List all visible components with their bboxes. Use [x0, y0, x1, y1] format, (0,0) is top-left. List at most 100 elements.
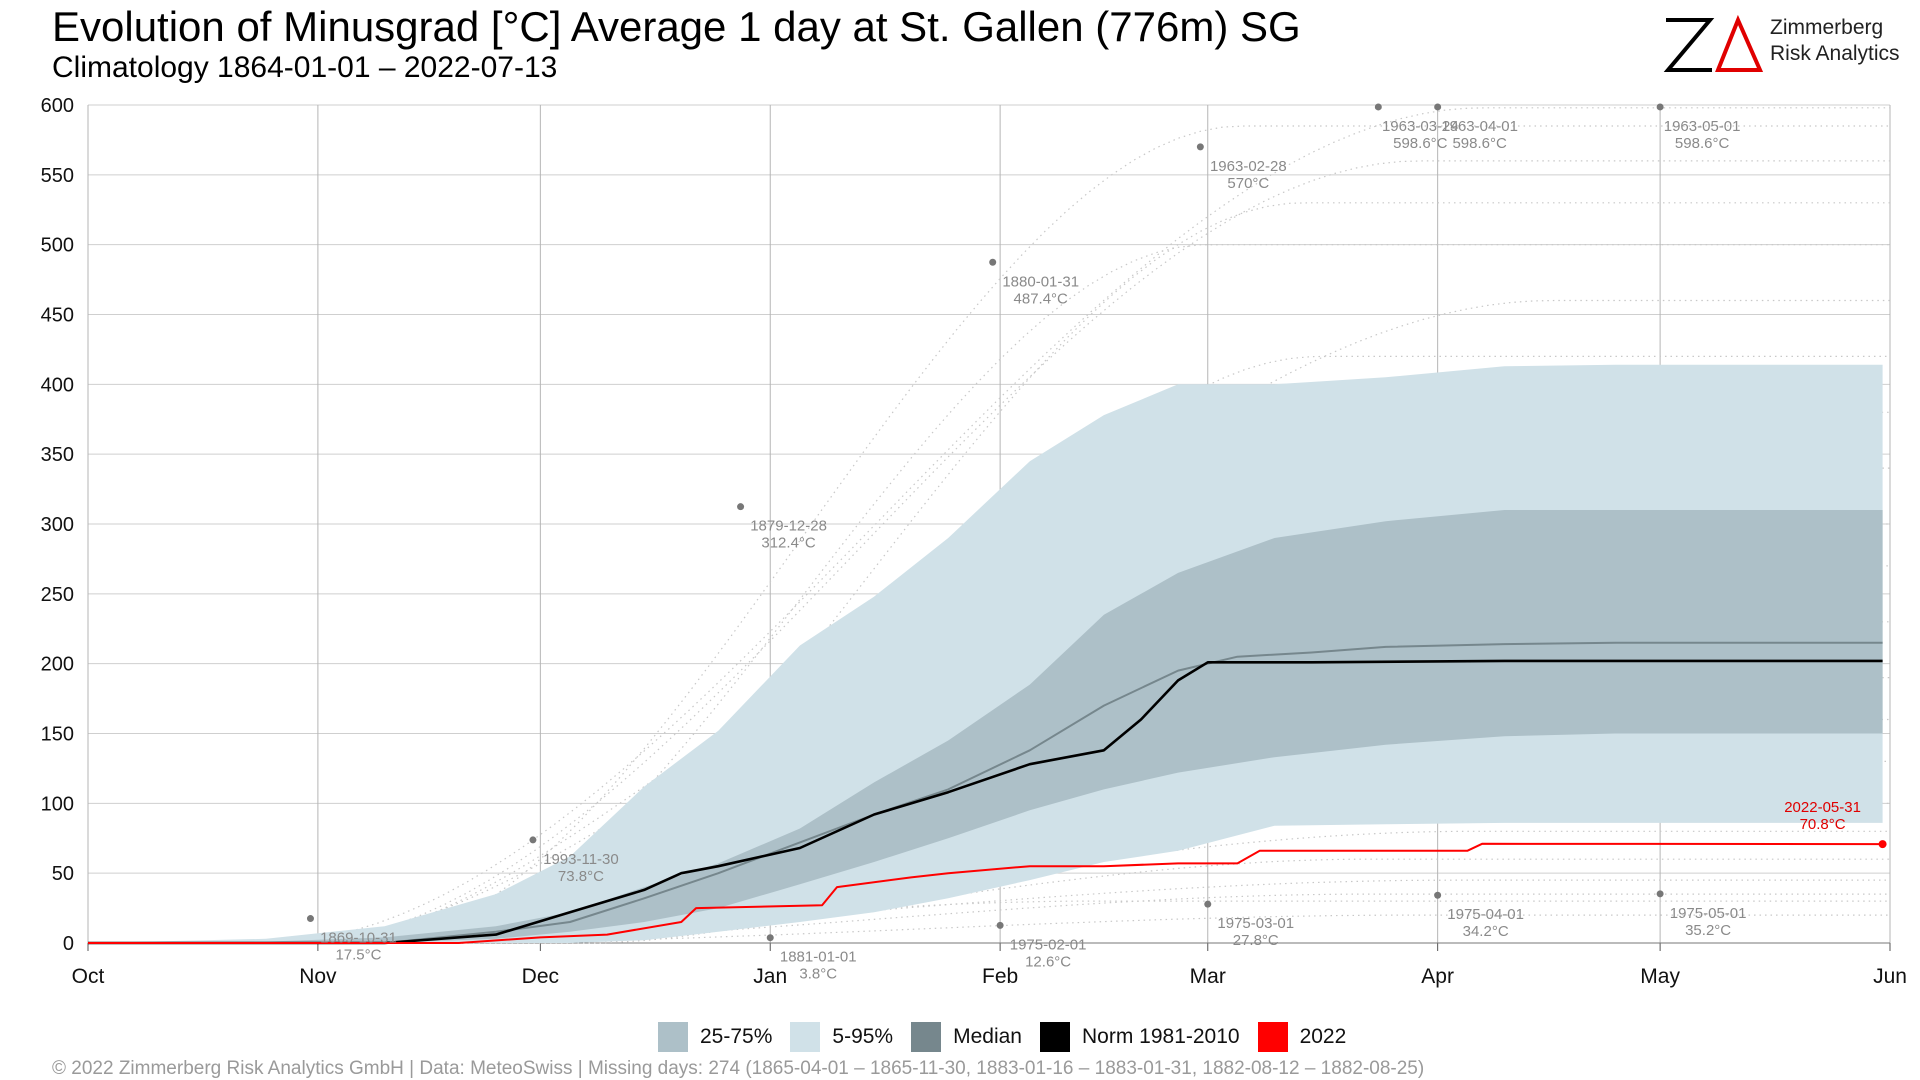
annotation-date: 1975-04-01	[1447, 906, 1524, 923]
annotation-value: 34.2°C	[1463, 923, 1509, 940]
annotation-value: 73.8°C	[558, 868, 604, 885]
annotation-value: 598.6°C	[1393, 135, 1448, 152]
band-25-75-	[88, 510, 1883, 943]
annotation-point	[529, 836, 537, 844]
annotation-value: 3.8°C	[799, 966, 837, 983]
x-tick-label: Jan	[753, 965, 787, 988]
annotation-point	[989, 258, 997, 266]
y-tick-label: 300	[41, 514, 74, 536]
legend-label: 2022	[1299, 1025, 1347, 1048]
annotation-date: 1975-03-01	[1217, 915, 1294, 932]
y-tick-label: 0	[63, 933, 74, 955]
annotation-value: 70.8°C	[1800, 816, 1846, 833]
annotation-value: 598.6°C	[1452, 135, 1507, 152]
annotation-value: 487.4°C	[1014, 290, 1069, 307]
x-tick-label: Nov	[299, 965, 337, 988]
annotation-point	[766, 934, 774, 942]
y-tick-label: 250	[41, 584, 74, 606]
logo-mark-icon	[1663, 14, 1764, 72]
annotation-date: 1963-02-28	[1210, 158, 1287, 175]
annotation-date: 1963-04-01	[1441, 118, 1518, 135]
annotation-date: 1880-01-31	[1002, 273, 1079, 290]
historical-year-line	[88, 107, 1890, 944]
legend-swatch	[790, 1022, 821, 1052]
annotation-date: 1963-05-01	[1664, 118, 1741, 135]
legend-label: Median	[953, 1025, 1022, 1048]
annotation-date: 2022-05-31	[1784, 799, 1861, 816]
annotation-date: 1963-03-24	[1382, 118, 1459, 135]
legend-swatch	[658, 1022, 688, 1052]
legend-swatch	[911, 1022, 942, 1052]
legend-item: Norm 1981-2010	[1039, 1022, 1240, 1052]
annotation-date: 1881-01-01	[780, 949, 857, 966]
logo-text-line2: Risk Analytics	[1770, 42, 1900, 65]
annotation-date: 1879-12-28	[750, 518, 827, 535]
legend-label: Norm 1981-2010	[1081, 1025, 1240, 1048]
y-tick-label: 600	[41, 95, 74, 117]
legend-label: 25-75%	[700, 1025, 773, 1048]
annotation-value: 312.4°C	[761, 535, 816, 552]
x-tick-label: Dec	[522, 965, 559, 988]
annotation-value: 27.8°C	[1233, 932, 1279, 949]
annotation-value: 12.6°C	[1025, 953, 1071, 970]
historical-year-line	[88, 893, 1890, 944]
y-tick-label: 200	[41, 654, 74, 676]
historical-year-line	[88, 900, 1890, 944]
x-tick-label: Oct	[72, 965, 105, 988]
x-tick-label: Mar	[1190, 965, 1226, 988]
legend-item: 2022	[1257, 1022, 1347, 1052]
annotation-value: 17.5°C	[335, 947, 381, 964]
historical-year-line	[88, 879, 1890, 944]
band-5-95-	[88, 364, 1883, 943]
logo-text-line1: Zimmerberg	[1770, 16, 1884, 39]
y-tick-label: 450	[41, 305, 74, 327]
annotation-point	[306, 915, 314, 923]
annotation-date: 1975-05-01	[1670, 905, 1747, 922]
annotation-point	[1374, 103, 1382, 111]
annotation-value: 570°C	[1227, 175, 1269, 192]
y-tick-label: 350	[41, 444, 74, 466]
x-tick-label: Apr	[1421, 965, 1454, 988]
y-tick-label: 500	[41, 235, 74, 257]
historical-year-line	[88, 914, 1890, 944]
legend-swatch	[1039, 1022, 1070, 1052]
annotation-point	[1656, 103, 1664, 111]
annotation-date: 1869-10-31	[320, 930, 397, 947]
y-tick-label: 100	[41, 793, 74, 815]
y-tick-label: 50	[52, 863, 74, 885]
annotation-value: 598.6°C	[1675, 135, 1730, 152]
historical-year-line	[88, 125, 1890, 944]
annotation-point	[1878, 840, 1887, 849]
chart-plot: 0 50 100 150 200 250 300 350 400 450 500 550 600 Oct N…	[41, 95, 1907, 988]
legend-item: 5-95%	[790, 1022, 893, 1052]
historical-year-line	[88, 830, 1890, 944]
chart-subtitle: Climatology 1864-01-01 – 2022-07-13	[52, 51, 558, 84]
x-tick-label: May	[1640, 965, 1680, 988]
chart-title: Evolution of Minusgrad [°C] Average 1 da…	[52, 3, 1301, 50]
annotation-point	[996, 921, 1004, 929]
axis-labels: 0 50 100 150 200 250 300 350 400 450 500 550 600 Oct N…	[41, 95, 1907, 988]
series-line-median	[88, 641, 1883, 944]
series-lines	[88, 641, 1883, 945]
legend-swatch	[1257, 1022, 1288, 1052]
y-tick-label: 550	[41, 165, 74, 187]
annotation-date: 1975-02-01	[1010, 936, 1087, 953]
legend-item: Median	[911, 1022, 1022, 1052]
y-tick-label: 150	[41, 724, 74, 746]
x-tick-label: Feb	[982, 965, 1018, 988]
percentile-bands	[88, 364, 1883, 943]
annotation-value: 35.2°C	[1685, 922, 1731, 939]
x-tick-label: Jun	[1873, 965, 1907, 988]
annotation-point	[1656, 890, 1664, 898]
footer-credits: © 2022 Zimmerberg Risk Analytics GmbH | …	[52, 1058, 1425, 1079]
company-logo: Zimmerberg Risk Analytics	[1660, 12, 1910, 76]
annotation-point	[1434, 103, 1442, 111]
annotation-point	[1204, 900, 1212, 908]
annotation-point	[1196, 143, 1204, 151]
legend-label: 5-95%	[832, 1025, 894, 1048]
annotation-point	[1434, 891, 1442, 899]
chart-legend: 25-75% 5-95% Median Norm 1981-2010 2022	[658, 1020, 1364, 1054]
series-line-norm-1981-2010	[88, 659, 1883, 945]
legend-item: 25-75%	[658, 1022, 772, 1052]
